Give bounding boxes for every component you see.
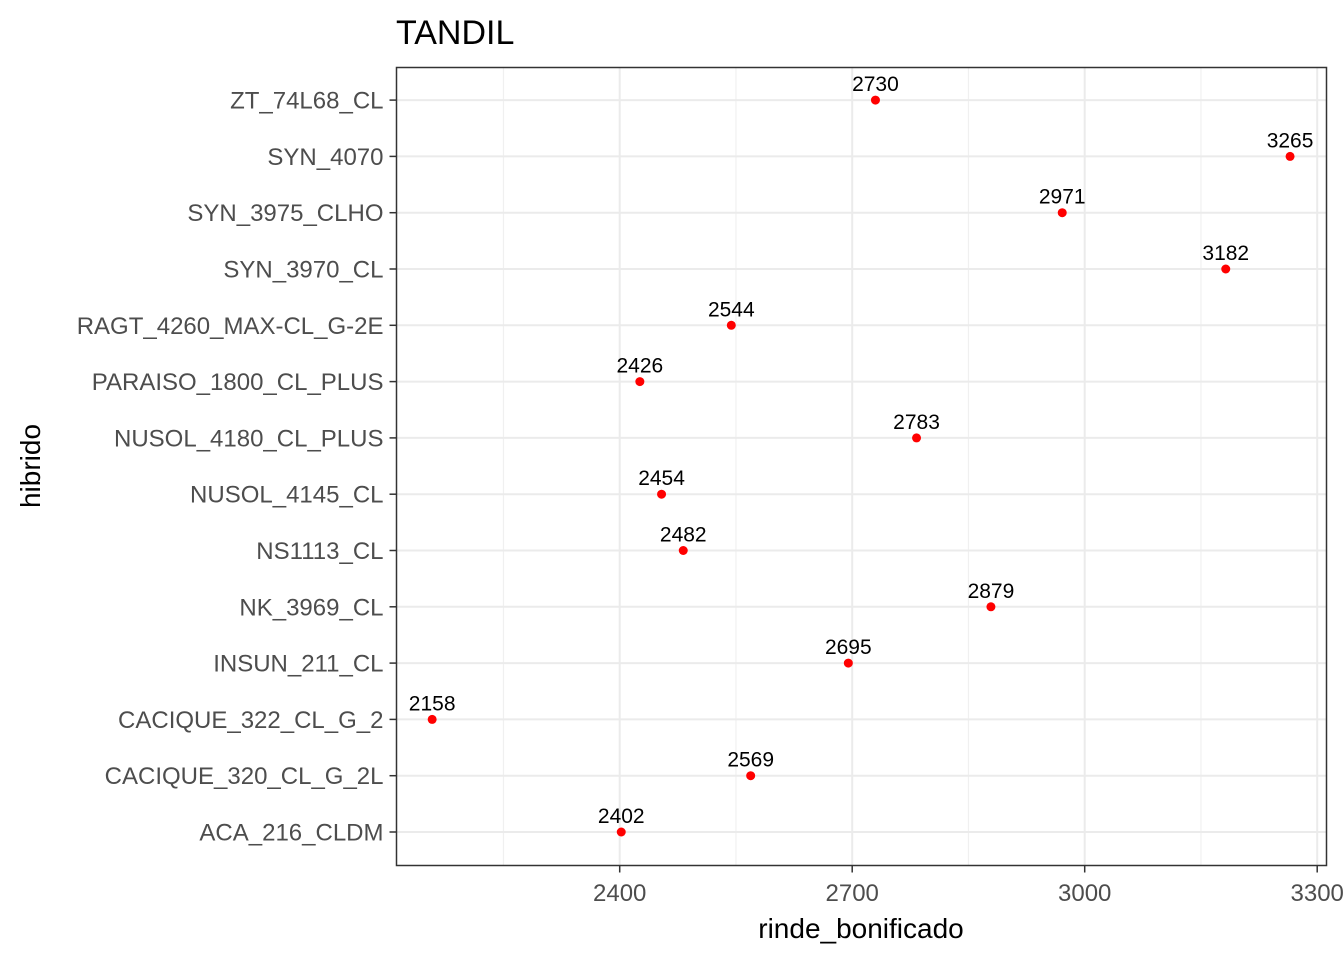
- data-label: 2783: [893, 411, 940, 434]
- major-gridlines: [396, 67, 1327, 866]
- y-tick-label: INSUN_211_CL: [213, 651, 383, 678]
- y-axis-title: hibrido: [15, 424, 46, 508]
- data-point: [1057, 208, 1067, 218]
- x-axis-title: rinde_bonificado: [758, 913, 964, 944]
- data-label: 3265: [1267, 129, 1314, 152]
- data-point: [1285, 151, 1295, 161]
- data-label: 2482: [660, 524, 707, 547]
- plot-border: [395, 66, 1328, 867]
- x-tick-label: 2700: [826, 880, 879, 907]
- data-label: 2879: [968, 580, 1015, 603]
- plot-background: [396, 67, 1327, 866]
- data-label: 2544: [708, 298, 755, 321]
- y-tick-label: NK_3969_CL: [239, 594, 383, 621]
- data-point: [427, 714, 437, 724]
- data-point: [870, 95, 880, 105]
- x-axis-ticks: 2400 2700 3000 3300: [593, 865, 1344, 907]
- minor-gridlines: [502, 67, 1202, 866]
- chart-title: TANDIL: [396, 14, 514, 52]
- data-label: 3182: [1202, 242, 1249, 265]
- x-tick-label: 3300: [1291, 880, 1344, 907]
- data-label: 2402: [598, 805, 645, 828]
- data-point: [657, 489, 667, 499]
- data-point: [843, 658, 853, 668]
- y-tick-label: SYN_3970_CL: [223, 257, 383, 284]
- y-tick-label: NUSOL_4180_CL_PLUS: [114, 425, 384, 452]
- y-tick-label: SYN_4070: [267, 144, 383, 171]
- y-tick-label: CACIQUE_322_CL_G_2: [118, 707, 383, 734]
- data-point: [986, 602, 996, 612]
- y-tick-label: CACIQUE_320_CL_G_2L: [105, 763, 384, 790]
- data-label: 2569: [727, 749, 774, 772]
- y-tick-label: PARAISO_1800_CL_PLUS: [92, 369, 384, 396]
- y-tick-label: RAGT_4260_MAX-CL_G-2E: [77, 313, 384, 340]
- data-point: [635, 377, 645, 387]
- y-tick-label: NS1113_CL: [256, 538, 383, 565]
- x-tick-label: 2400: [593, 880, 646, 907]
- y-tick-label: ACA_216_CLDM: [199, 820, 383, 847]
- data-label: 2730: [852, 73, 899, 96]
- data-label: 2454: [638, 467, 685, 490]
- data-label: 2426: [616, 355, 663, 378]
- data-label: 2158: [409, 692, 456, 715]
- data-labels: 2402 2569 2158 2695 2879 2482 2454 2783 2426 2544…: [409, 73, 1314, 828]
- data-point: [678, 546, 688, 555]
- data-point: [912, 433, 922, 443]
- data-label: 2695: [825, 636, 872, 659]
- data-point: [1221, 264, 1231, 274]
- data-point: [616, 827, 626, 837]
- y-tick-label: ZT_74L68_CL: [230, 88, 383, 115]
- data-point: [746, 771, 756, 781]
- y-tick-label: SYN_3975_CLHO: [187, 200, 383, 227]
- data-points: [427, 95, 1295, 837]
- data-point: [726, 320, 736, 330]
- data-label: 2971: [1039, 186, 1086, 209]
- x-tick-label: 3000: [1058, 880, 1111, 907]
- y-tick-label: NUSOL_4145_CL: [190, 482, 383, 509]
- y-axis-ticks: ACA_216_CLDM CACIQUE_320_CL_G_2L CACIQUE_3…: [77, 88, 397, 847]
